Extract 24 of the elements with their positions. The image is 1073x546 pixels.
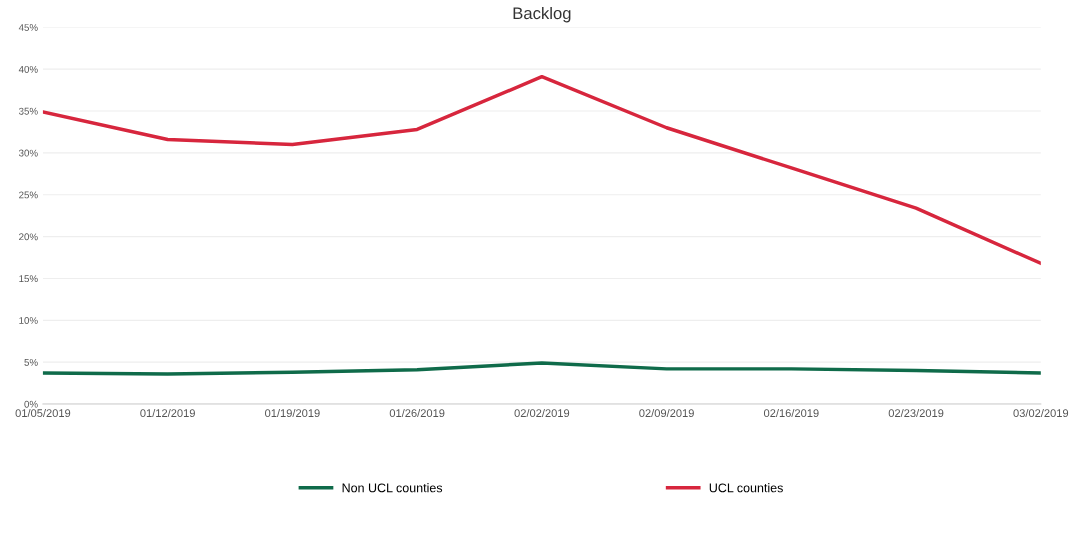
y-tick-label: 30%	[18, 149, 38, 157]
line-series	[42, 74, 1041, 266]
line-series	[42, 361, 1041, 376]
x-tick-label: 02/23/2019	[888, 408, 944, 418]
x-tick-label: 01/26/2019	[389, 408, 445, 418]
y-tick-label: 20%	[19, 233, 38, 241]
y-tick-label: 35%	[18, 107, 38, 115]
x-tick-label: 01/19/2019	[265, 408, 320, 418]
y-tick-label: 40%	[18, 65, 38, 73]
chart-title: Backlog	[513, 6, 571, 23]
x-tick-label: 02/16/2019	[763, 408, 819, 418]
legend-label: UCL counties	[709, 483, 783, 493]
y-tick-label: 15%	[19, 275, 38, 283]
x-tick-label: 02/02/2019	[514, 408, 570, 418]
y-tick-label: 5%	[24, 358, 38, 366]
x-tick-label: 03/02/2019	[1013, 408, 1069, 418]
y-tick-label: 45%	[18, 24, 38, 31]
y-tick-label: 10%	[19, 317, 38, 324]
y-tick-label: 25%	[19, 191, 38, 199]
legend-label: Non UCL counties	[342, 483, 443, 493]
y-tick-label: 0%	[24, 400, 38, 408]
x-tick-label: 01/05/2019	[15, 408, 71, 418]
x-tick-label: 01/12/2019	[140, 408, 195, 418]
x-tick-label: 02/09/2019	[639, 408, 694, 418]
